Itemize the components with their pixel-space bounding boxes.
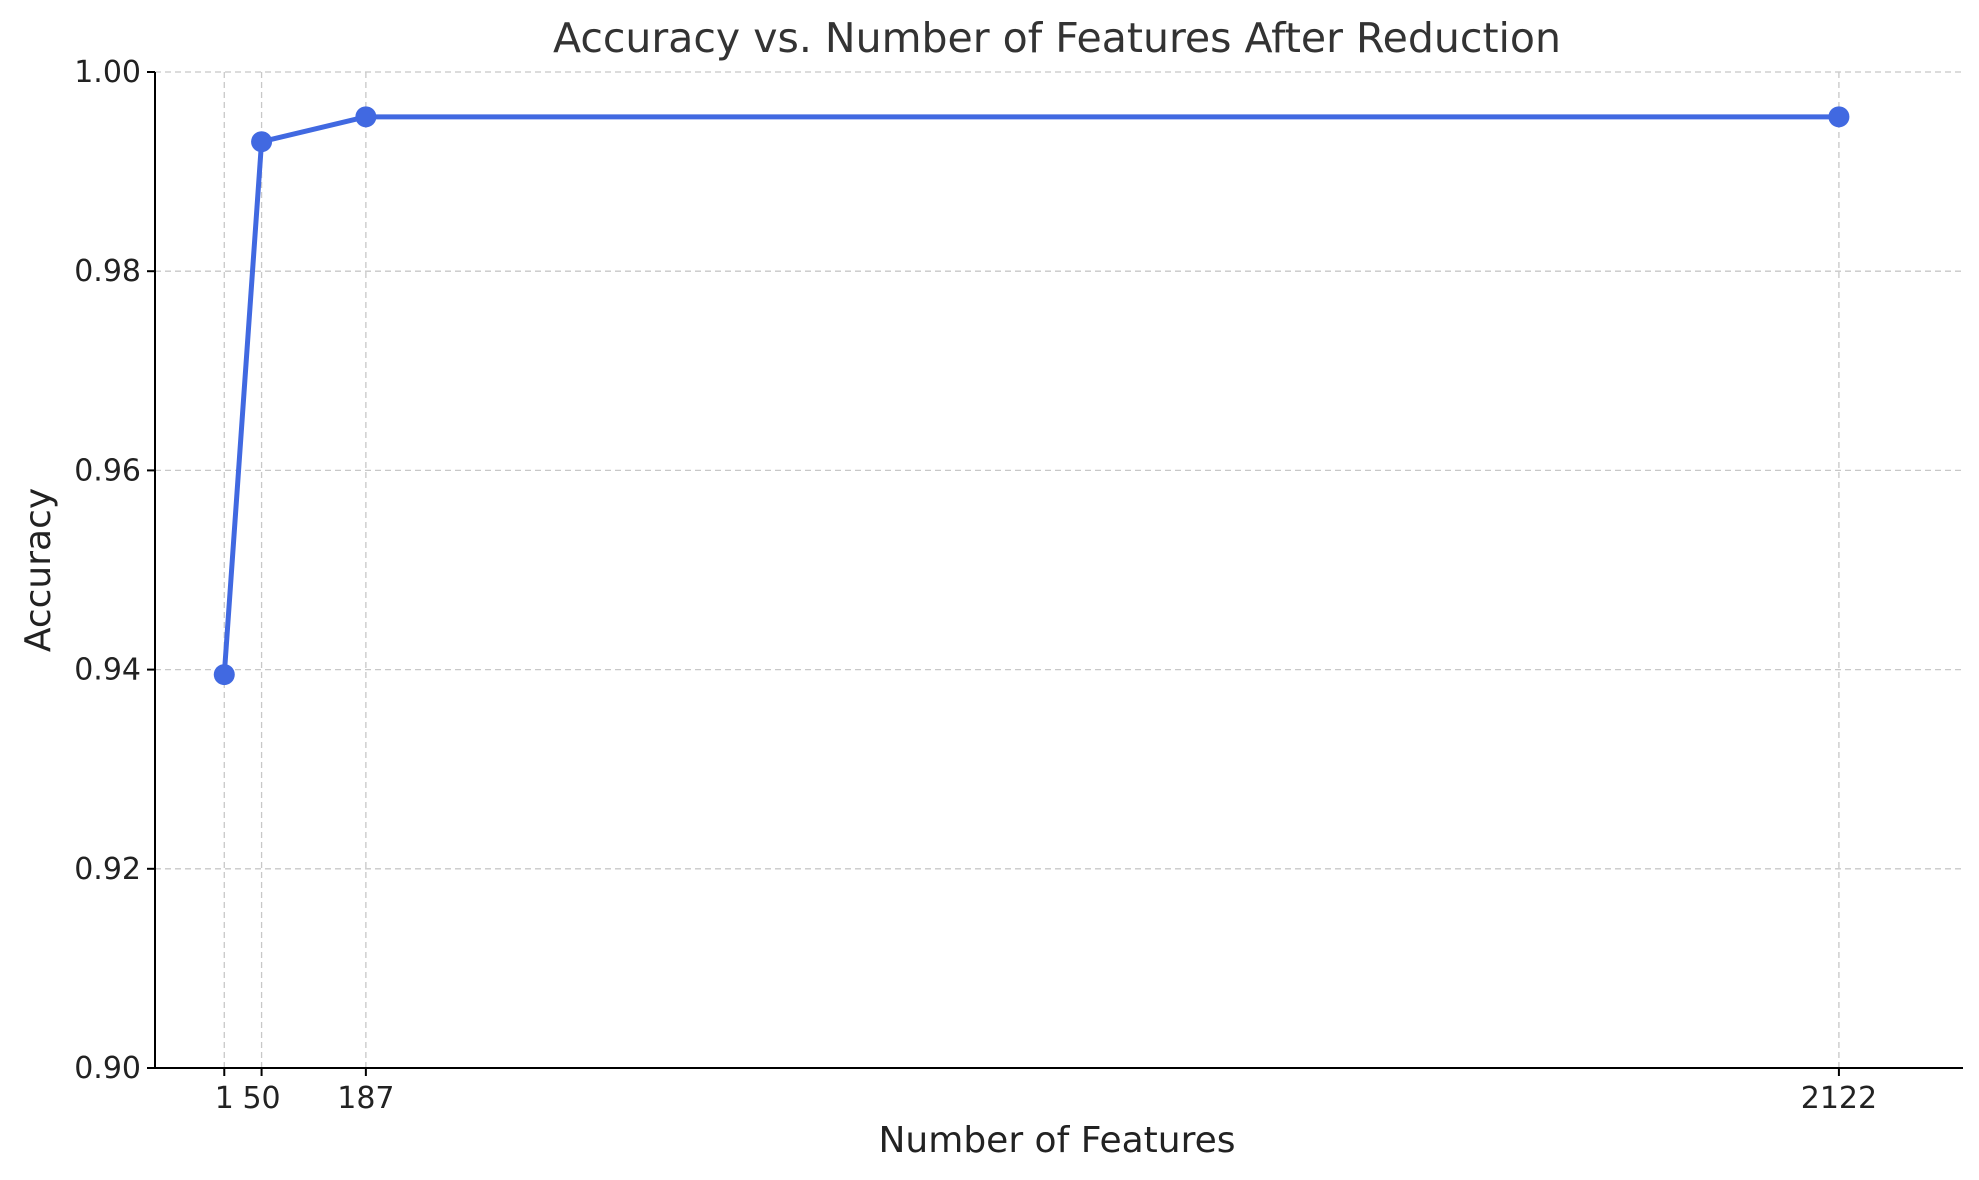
y-tick-label: 0.96 [74, 453, 141, 488]
grid-layer [155, 71, 1963, 1068]
x-tick-label: 2122 [1801, 1081, 1877, 1116]
y-tick-label: 0.92 [74, 852, 141, 887]
series-layer [213, 106, 1850, 686]
x-tick-label: 50 [242, 1081, 280, 1116]
axis-layer: 0.90 0.92 0.94 0.96 0.98 1.00 1 50 187 2122 [74, 55, 1963, 1116]
data-point [1828, 106, 1850, 128]
x-axis-label: Number of Features [879, 1120, 1236, 1161]
series-line [221, 114, 1842, 678]
y-tick-label: 1.00 [74, 55, 141, 90]
chart-title: Accuracy vs. Number of Features After Re… [553, 14, 1561, 62]
data-point [213, 664, 235, 686]
y-tick-label: 0.98 [74, 254, 141, 289]
data-point [251, 131, 273, 153]
y-tick-label: 0.94 [74, 653, 141, 688]
x-tick-label: 1 [215, 1081, 234, 1116]
y-axis-label: Accuracy [18, 488, 59, 652]
data-point [355, 106, 377, 128]
y-tick-label: 0.90 [74, 1051, 141, 1086]
x-tick-label: 187 [337, 1081, 394, 1116]
